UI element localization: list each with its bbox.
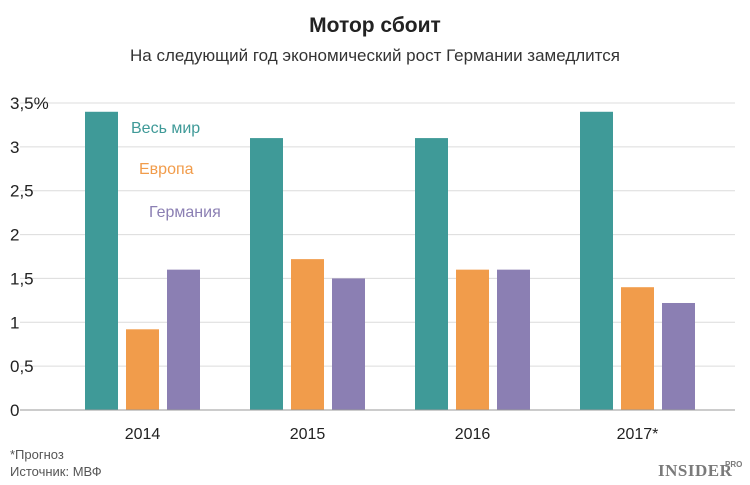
y-tick-label: 2: [10, 226, 19, 245]
x-axis-ticks: 2014 2015 2016 2017*: [125, 426, 659, 443]
legend-entry: Европа: [139, 161, 194, 178]
bar: [250, 138, 283, 411]
y-axis-ticks: 0 0,5 1 1,5 2 2,5 3 3,5%: [10, 94, 49, 420]
y-tick-label: 3: [10, 138, 19, 157]
y-tick-label: 2,5: [10, 182, 34, 201]
source-note: Источник: МВФ: [10, 464, 102, 479]
x-tick-label: 2014: [125, 426, 161, 443]
x-tick-label: 2017*: [617, 426, 659, 443]
bar: [167, 269, 200, 410]
footnote: *Прогноз: [10, 447, 64, 462]
x-tick-label: 2015: [290, 426, 326, 443]
legend-entry: Германия: [149, 204, 221, 221]
insider-pro-logo: INSIDER PRO: [658, 460, 742, 480]
grid: [20, 102, 735, 367]
legend: Весь мир Европа Германия: [131, 120, 221, 221]
y-tick-label: 3,5%: [10, 94, 49, 113]
bar: [497, 269, 530, 410]
y-tick-label: 1,5: [10, 269, 34, 288]
logo-text: INSIDER: [658, 461, 733, 480]
bars: [85, 111, 695, 411]
bar: [291, 259, 324, 410]
bar: [621, 287, 654, 410]
bar: [662, 302, 695, 410]
bar: [126, 329, 159, 410]
x-tick-label: 2016: [455, 426, 491, 443]
bar: [85, 111, 118, 411]
y-tick-label: 0,5: [10, 357, 34, 376]
logo-subtext: PRO: [725, 460, 742, 469]
bar: [415, 138, 448, 411]
chart-title: Мотор сбоит: [309, 14, 441, 37]
bar: [580, 111, 613, 411]
bar: [332, 278, 365, 410]
chart-subtitle: На следующий год экономический рост Герм…: [130, 46, 620, 65]
bar: [456, 269, 489, 410]
y-tick-label: 1: [10, 313, 19, 332]
legend-entry: Весь мир: [131, 120, 200, 137]
y-tick-label: 0: [10, 401, 19, 420]
